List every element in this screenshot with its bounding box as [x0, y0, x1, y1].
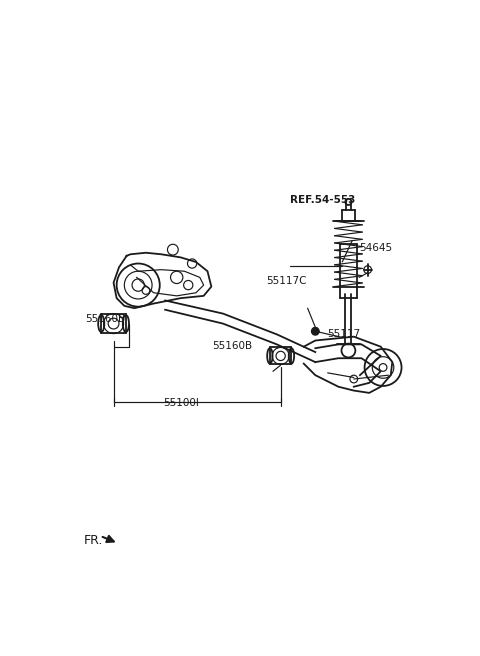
Text: 54645: 54645: [359, 243, 392, 253]
Circle shape: [312, 327, 319, 335]
Text: 55160B: 55160B: [212, 341, 252, 352]
Text: 55117: 55117: [327, 329, 360, 338]
Text: FR.: FR.: [84, 534, 104, 547]
Text: 55117C: 55117C: [266, 276, 307, 286]
Text: 55100I: 55100I: [163, 398, 199, 408]
Text: REF.54-553: REF.54-553: [289, 195, 355, 205]
Text: 55160B: 55160B: [85, 314, 125, 323]
